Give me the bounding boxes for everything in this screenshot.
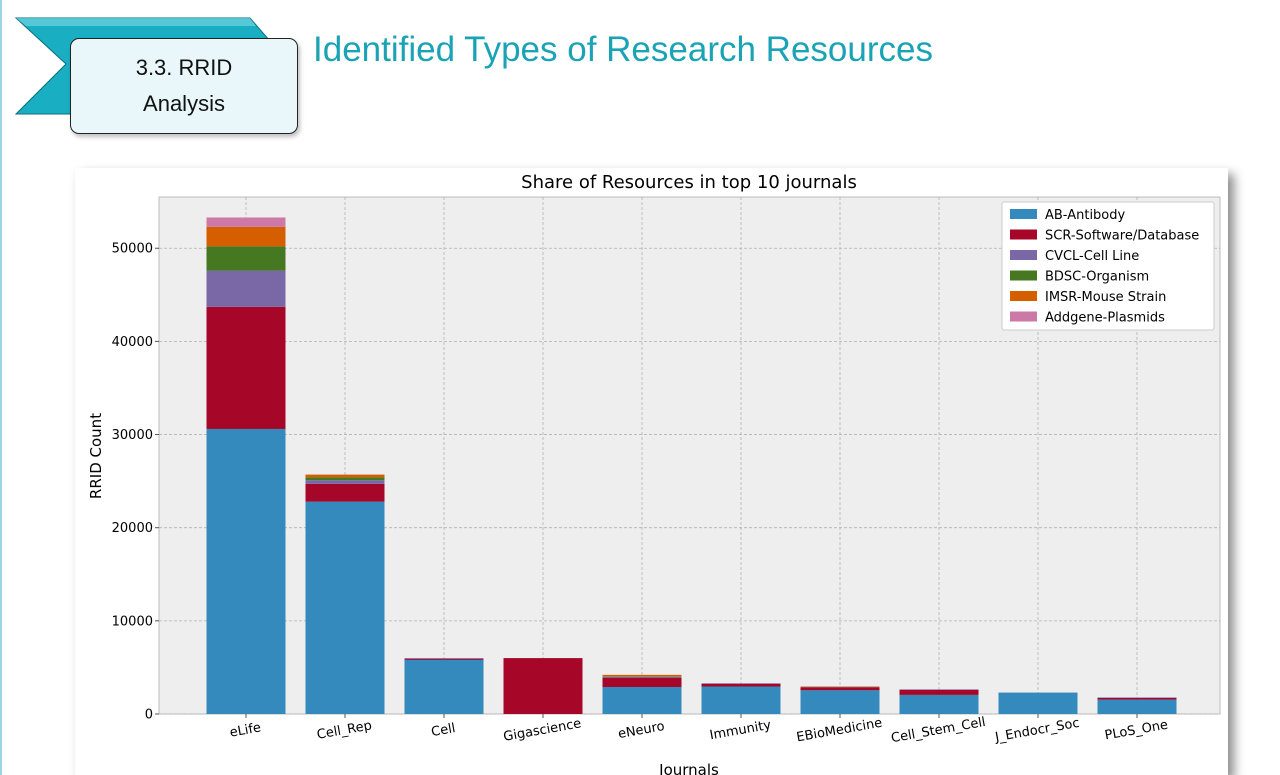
y-axis-label: RRID Count (87, 413, 105, 499)
bar-segment (206, 246, 286, 271)
bar-segment (602, 686, 682, 714)
bar-segment (1097, 699, 1177, 714)
legend: AB-Antibody SCR-Software/Database CVCL-Cel… (1001, 201, 1215, 331)
legend-entry: Addgene-Plasmids (1045, 311, 1165, 326)
bar-segment (800, 686, 880, 688)
legend-box (1001, 201, 1215, 331)
legend-entry: IMSR-Mouse Strain (1045, 290, 1166, 305)
bar-segment (602, 676, 682, 677)
bar-segment (899, 694, 979, 714)
x-axis: eLife Cell_Rep Cell Gigascience eNeuro Immuni… (229, 714, 1170, 746)
bar-segment (800, 687, 880, 691)
bar-segment (998, 692, 1078, 714)
x-tick-label: Immunity (709, 718, 773, 744)
x-tick-label: eLife (229, 720, 263, 740)
bar-segment (404, 659, 484, 714)
bar-segment (305, 477, 385, 481)
bar-segment (1097, 697, 1177, 700)
x-tick-label: J_Endocr_Soc (993, 716, 1081, 746)
x-tick-label: PLoS_One (1104, 718, 1170, 744)
y-tick-label: 50000 (112, 242, 153, 257)
bar-segment (602, 677, 682, 687)
bar-segment (701, 683, 781, 684)
stacked-bar-chart: 0 10000 20000 30000 40000 50000 eLife Cell_Rep… (87, 172, 1221, 775)
bar-segment (899, 689, 979, 690)
x-tick-label: EBioMedicine (795, 716, 883, 746)
y-axis: 0 10000 20000 30000 40000 50000 (112, 242, 159, 723)
bar-segment (899, 689, 979, 695)
section-badge: 3.3. RRID Analysis (0, 0, 310, 140)
y-tick-label: 20000 (112, 521, 153, 536)
bar-segment (206, 217, 286, 227)
bar-segment (404, 658, 484, 660)
bar-segment (206, 306, 286, 429)
chart-title: Share of Resources in top 10 journals (521, 172, 857, 193)
bars (206, 217, 1177, 714)
slide-title: Identified Types of Research Resources (313, 30, 933, 69)
bar-segment (305, 474, 385, 478)
bar-segment (305, 480, 385, 484)
legend-swatch (1010, 291, 1037, 301)
y-tick-label: 30000 (112, 428, 153, 443)
bar-segment (206, 428, 286, 714)
legend-entry: BDSC-Organism (1045, 270, 1149, 285)
bar-segment (701, 686, 781, 714)
bar-segment (701, 683, 781, 687)
x-tick-label: eNeuro (617, 719, 666, 742)
legend-entry: AB-Antibody (1045, 208, 1126, 223)
x-tick-label: Cell_Stem_Cell (890, 715, 987, 746)
legend-swatch (1010, 250, 1037, 260)
bar-segment (206, 270, 286, 307)
x-tick-label: Cell (430, 721, 457, 740)
bar-segment (602, 676, 682, 678)
bar-segment (305, 501, 385, 714)
bar-segment (800, 690, 880, 714)
bar-segment (305, 483, 385, 502)
legend-swatch (1010, 311, 1037, 322)
x-axis-label: Journals (658, 761, 719, 775)
left-rule (0, 0, 2, 775)
section-name: Analysis (143, 91, 225, 116)
y-tick-label: 0 (145, 708, 153, 723)
section-number: 3.3. RRID (135, 55, 233, 80)
legend-entry: SCR-Software/Database (1045, 229, 1199, 244)
y-tick-label: 40000 (112, 335, 153, 350)
x-tick-label: Cell_Rep (316, 718, 373, 742)
legend-swatch (1010, 229, 1037, 240)
y-tick-label: 10000 (112, 614, 153, 629)
bar-segment (206, 226, 286, 247)
bar-segment (800, 686, 880, 688)
bar-segment (1097, 697, 1177, 699)
bar-segment (503, 658, 583, 714)
bar-segment (602, 674, 682, 677)
bar-segment (404, 659, 484, 660)
legend-swatch (1010, 270, 1037, 281)
legend-swatch (1010, 209, 1037, 219)
legend-entry: CVCL-Cell Line (1045, 249, 1139, 264)
x-tick-label: Gigascience (502, 716, 582, 744)
section-label-box: 3.3. RRID Analysis (70, 38, 298, 134)
chart-frame: 0 10000 20000 30000 40000 50000 eLife Cell_Rep… (75, 168, 1228, 775)
